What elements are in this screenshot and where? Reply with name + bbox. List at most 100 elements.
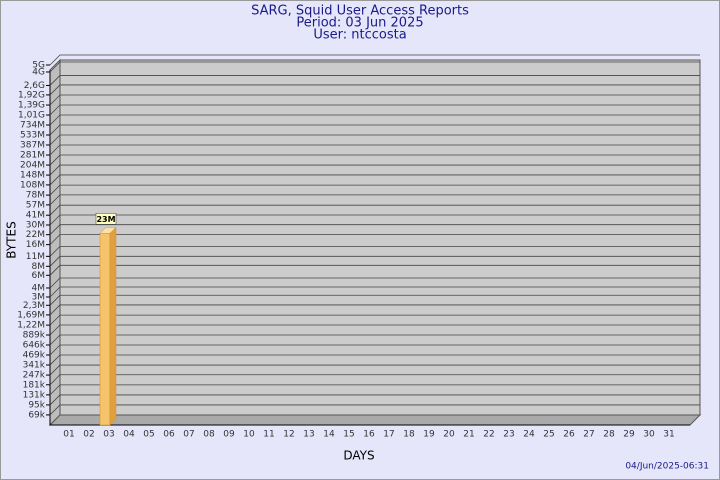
y-tick-label: 41M (26, 211, 45, 221)
grid-line (49, 124, 700, 136)
x-tick-label: 29 (623, 430, 635, 440)
x-tick-label: 17 (383, 430, 394, 440)
y-tick-label: 1,69M (17, 310, 45, 320)
x-tick-label: 02 (83, 430, 94, 440)
x-tick-label: 27 (583, 430, 594, 440)
grid-line (49, 374, 700, 386)
y-tick-label: 387M (20, 141, 45, 151)
bar-side (109, 226, 117, 426)
x-tick-label: 12 (283, 430, 294, 440)
x-tick-label: 08 (203, 430, 215, 440)
y-tick-label: 95k (28, 400, 45, 410)
y-tick-label: 6M (32, 271, 46, 281)
x-tick-label: 30 (643, 430, 655, 440)
y-tick-label: 4G (32, 67, 45, 77)
grid-line (49, 364, 700, 376)
y-tick-label: 1,22M (17, 321, 45, 331)
y-tick-label: 4M (32, 283, 46, 293)
x-tick-label: 19 (423, 430, 435, 440)
grid-line (49, 114, 700, 126)
x-tick-label: 24 (523, 430, 535, 440)
y-tick-label: 78M (26, 191, 45, 201)
grid-line (49, 184, 700, 196)
y-tick-label: 341k (23, 360, 46, 370)
y-tick-label: 1,92G (18, 90, 45, 100)
value-label: 23M (96, 215, 115, 224)
grid-line (49, 286, 700, 298)
grid-line (49, 154, 700, 166)
x-tick-label: 07 (183, 430, 194, 440)
grid-line (49, 54, 700, 66)
x-tick-label: 04 (123, 430, 135, 440)
grid-line (49, 94, 700, 106)
grid-line (49, 294, 700, 306)
grid-line (49, 61, 700, 73)
grid-line (49, 314, 700, 326)
grid-line (49, 84, 700, 96)
x-tick-label: 22 (483, 430, 494, 440)
y-tick-label: 204M (20, 161, 45, 171)
y-tick-label: 247k (23, 371, 46, 381)
y-tick-label: 30M (26, 220, 45, 230)
grid-line (49, 234, 700, 245)
x-tick-label: 31 (663, 430, 674, 440)
y-tick-label: 3M (32, 292, 46, 302)
y-tick-label: 148M (20, 171, 45, 181)
grid-line (49, 104, 700, 116)
grid-line (49, 334, 700, 346)
y-tick-label: 8M (32, 262, 46, 272)
grid-line (49, 394, 700, 406)
y-tick-label: 889k (23, 331, 46, 341)
grid-line (49, 384, 700, 396)
x-tick-label: 09 (223, 430, 235, 440)
grid-line (49, 354, 700, 366)
y-tick-label: 131k (23, 390, 46, 400)
footer-date: 04/Jun/2025-06:31 (625, 462, 709, 472)
grid-line (49, 144, 700, 156)
x-tick-label: 26 (563, 430, 575, 440)
grid-line (49, 255, 700, 267)
grid-line (49, 75, 700, 86)
x-tick-label: 11 (263, 430, 274, 440)
grid-line (49, 404, 700, 416)
x-tick-label: 06 (163, 430, 175, 440)
y-tick-label: 57M (26, 200, 45, 210)
x-tick-label: 15 (343, 430, 354, 440)
grid-line (49, 134, 700, 146)
x-tick-label: 16 (363, 430, 375, 440)
back-wall (59, 59, 701, 416)
y-tick-label: 108M (20, 180, 45, 190)
value-label-box (95, 212, 117, 225)
grid-line (49, 164, 700, 176)
grid-line (49, 264, 700, 276)
y-tick-label: 5G (32, 61, 45, 71)
grid-line (49, 324, 700, 336)
y-tick-label: 734M (20, 120, 45, 130)
y-tick-label: 646k (23, 340, 46, 350)
user-label: User: ntccosta (313, 28, 406, 43)
y-tick-label: 69k (28, 410, 45, 420)
y-axis-label: BYTES (5, 221, 19, 258)
x-tick-label: 05 (143, 430, 154, 440)
y-tick-label: 1,01G (18, 111, 45, 121)
x-tick-label: 10 (243, 430, 255, 440)
x-tick-label: 20 (443, 430, 455, 440)
y-tick-label: 22M (26, 230, 45, 240)
grid-line (49, 245, 700, 257)
grid-line (49, 344, 700, 356)
grid-line (49, 204, 700, 216)
x-tick-label: 14 (323, 430, 335, 440)
grid-line (49, 174, 700, 186)
y-tick-label: 469k (23, 351, 46, 361)
x-tick-label: 23 (503, 430, 514, 440)
x-tick-label: 01 (63, 430, 74, 440)
y-tick-label: 1,39G (18, 101, 45, 111)
y-tick-label: 16M (26, 240, 45, 250)
grid-line (49, 224, 700, 235)
grid-line (49, 194, 700, 206)
y-tick-label: 2,3M (23, 301, 45, 311)
chart-title: SARG, Squid User Access Reports (251, 4, 469, 19)
grid-line (49, 277, 700, 289)
bar (99, 233, 111, 426)
